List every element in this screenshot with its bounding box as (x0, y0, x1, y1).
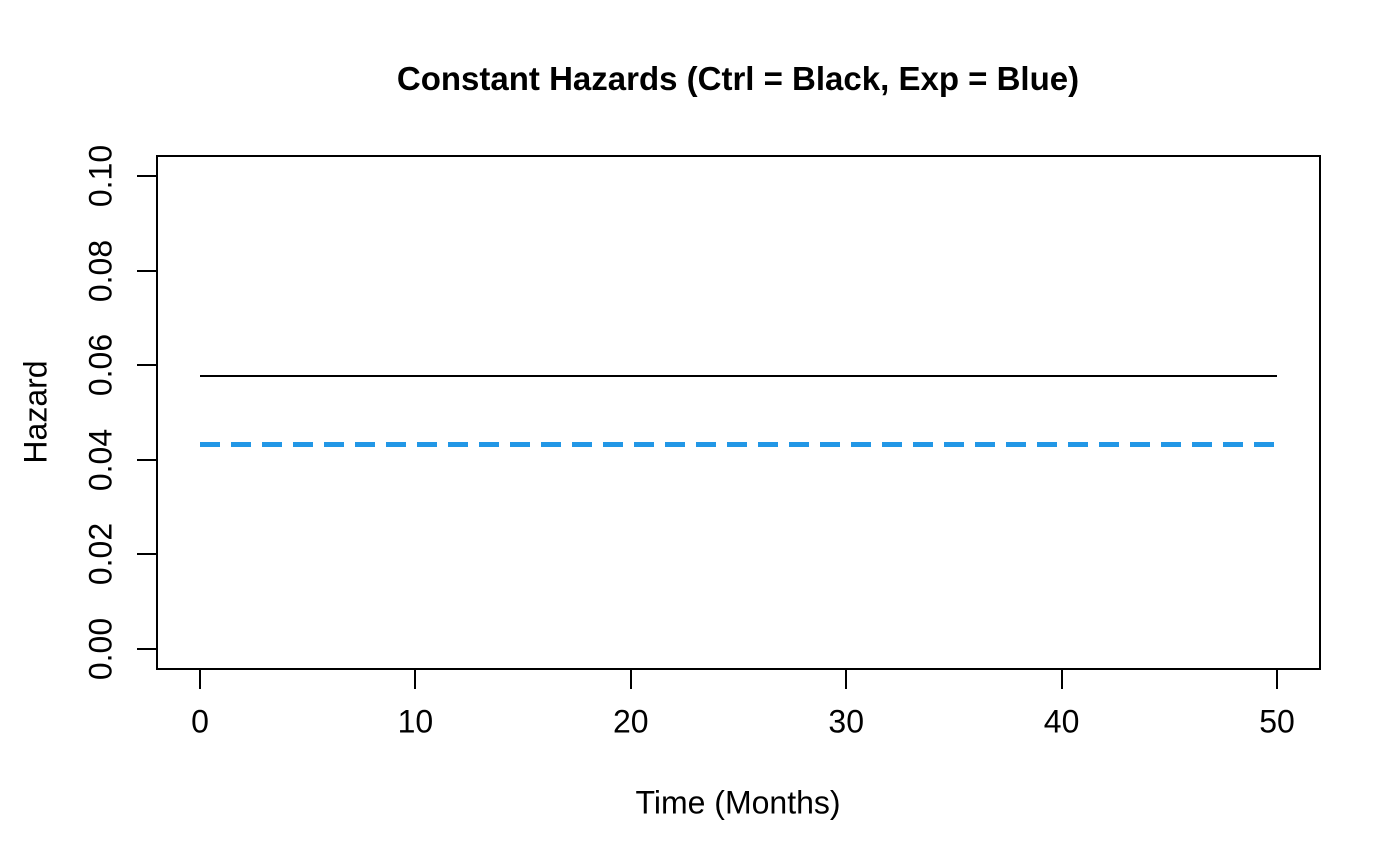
y-axis-tick (137, 269, 157, 272)
x-axis-title: Time (Months) (635, 784, 841, 821)
y-axis-tick-label: 0.00 (82, 617, 119, 681)
y-axis-tick (137, 458, 157, 461)
y-axis-tick-label: 0.04 (82, 428, 119, 491)
x-axis-tick (414, 669, 417, 689)
x-axis-tick (199, 669, 201, 689)
y-axis-tick (137, 364, 157, 367)
x-axis-tick (1276, 669, 1278, 689)
x-axis-tick-label: 40 (1043, 703, 1080, 740)
y-axis-tick (137, 175, 157, 177)
y-axis-tick-label: 0.06 (82, 334, 119, 397)
y-axis-tick-label: 0.10 (82, 144, 119, 208)
x-axis-tick-label: 0 (191, 703, 209, 740)
chart-title: Constant Hazards (Ctrl = Black, Exp = Bl… (396, 60, 1080, 97)
control-hazard-line (200, 374, 1277, 377)
x-axis-tick-label: 10 (397, 703, 434, 740)
plot-area (156, 155, 1321, 670)
y-axis-tick (137, 553, 157, 556)
x-axis-tick-label: 20 (613, 703, 649, 740)
y-axis-title: Hazard (17, 360, 54, 464)
y-axis-tick-label: 0.08 (82, 239, 119, 302)
x-axis-tick-label: 50 (1259, 703, 1295, 740)
x-axis-tick (1060, 669, 1063, 689)
y-axis-tick-label: 0.02 (82, 523, 119, 586)
x-axis-tick-label: 30 (828, 703, 864, 740)
y-axis-tick (137, 648, 157, 650)
experimental-hazard-line (200, 441, 1277, 447)
x-axis-tick (845, 669, 848, 689)
x-axis-tick (629, 669, 632, 689)
